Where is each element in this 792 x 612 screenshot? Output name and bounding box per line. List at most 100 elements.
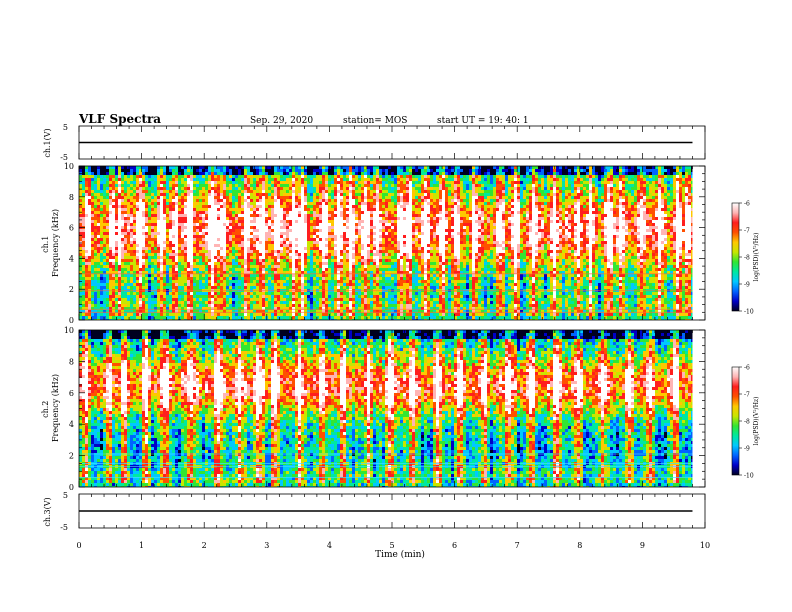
spectrogram-cell — [283, 232, 287, 236]
spectrogram-cell — [352, 199, 356, 203]
spectrogram-cell — [214, 208, 218, 212]
spectrogram-cell — [124, 283, 128, 287]
spectrogram-cell — [229, 244, 233, 248]
spectrogram-cell — [106, 178, 110, 182]
spectrogram-cell — [196, 277, 200, 281]
spectrogram-cell — [85, 271, 89, 275]
spectrogram-cell — [301, 214, 305, 218]
spectrogram-cell — [250, 235, 254, 239]
spectrogram-cell — [157, 175, 161, 179]
spectrogram-cell — [115, 226, 119, 230]
spectrogram-cell — [157, 205, 161, 209]
spectrogram-cell — [331, 286, 335, 290]
spectrogram-cell — [277, 220, 281, 224]
spectrogram-cell — [343, 178, 347, 182]
spectrogram-cell — [295, 298, 299, 302]
spectrogram-cell — [109, 184, 113, 188]
spectrogram-cell — [340, 169, 344, 173]
spectrogram-cell — [91, 208, 95, 212]
spectrogram-cell — [316, 211, 320, 215]
spectrogram-cell — [286, 286, 290, 290]
spectrogram-cell — [79, 232, 83, 236]
spectrogram-cell — [205, 208, 209, 212]
spectrogram-cell — [214, 199, 218, 203]
spectrogram-cell — [133, 169, 137, 173]
spectrogram-cell — [88, 178, 92, 182]
spectrogram-cell — [157, 259, 161, 263]
spectrogram-cell — [232, 184, 236, 188]
spectrogram-cell — [133, 190, 137, 194]
spectrogram-cell — [91, 292, 95, 296]
spectrogram-cell — [139, 292, 143, 296]
spectrogram-cell — [142, 220, 146, 224]
spectrogram-cell — [223, 301, 227, 305]
spectrogram-cell — [196, 211, 200, 215]
spectrogram-cell — [277, 181, 281, 185]
spectrogram-cell — [295, 319, 299, 320]
spectrogram-cell — [142, 253, 146, 257]
spectrogram-cell — [217, 277, 221, 281]
spectrogram-cell — [199, 235, 203, 239]
spectrogram-cell — [196, 247, 200, 251]
spectrogram-cell — [322, 217, 326, 221]
spectrogram-cell — [298, 208, 302, 212]
spectrogram-cell — [100, 256, 104, 260]
spectrogram-cell — [160, 268, 164, 272]
spectrogram-cell — [286, 250, 290, 254]
spectrogram-cell — [232, 244, 236, 248]
spectrogram-cell — [313, 253, 317, 257]
spectrogram-cell — [343, 229, 347, 233]
spectrogram-cell — [238, 196, 242, 200]
spectrogram-cell — [223, 241, 227, 245]
spectrogram-cell — [352, 187, 356, 191]
spectrogram-cell — [286, 172, 290, 176]
spectrogram-cell — [220, 283, 224, 287]
spectrogram-cell — [337, 205, 341, 209]
spectrogram-cell — [181, 274, 185, 278]
spectrogram-cell — [133, 208, 137, 212]
spectrogram-cell — [178, 166, 182, 170]
spectrogram-cell — [205, 226, 209, 230]
spectrogram-cell — [295, 175, 299, 179]
spectrogram-cell — [217, 259, 221, 263]
ch1-waveform-ylabel: ch.1(V) — [43, 128, 52, 157]
spectrogram-cell — [274, 286, 278, 290]
spectrogram-cell — [253, 172, 257, 176]
spectrogram-cell — [250, 241, 254, 245]
spectrogram-cell — [319, 214, 323, 218]
spectrogram-cell — [274, 172, 278, 176]
spectrogram-cell — [307, 319, 311, 320]
spectrogram-cell — [163, 217, 167, 221]
spectrogram-cell — [211, 187, 215, 191]
spectrogram-cell — [184, 265, 188, 269]
spectrogram-cell — [190, 187, 194, 191]
spectrogram-cell — [316, 253, 320, 257]
spectrogram-cell — [349, 265, 353, 269]
spectrogram-cell — [289, 202, 293, 206]
spectrogram-cell — [259, 208, 263, 212]
spectrogram-cell — [151, 196, 155, 200]
spectrogram-cell — [349, 277, 353, 281]
spectrogram-cell — [280, 310, 284, 314]
spectrogram-cell — [142, 232, 146, 236]
spectrogram-cell — [268, 241, 272, 245]
spectrogram-cell — [97, 301, 101, 305]
spectrogram-cell — [223, 184, 227, 188]
spectrogram-cell — [148, 229, 152, 233]
spectrogram-cell — [244, 274, 248, 278]
spectrogram-cell — [319, 298, 323, 302]
spectrogram-cell — [196, 172, 200, 176]
spectrogram-cell — [175, 238, 179, 242]
spectrogram-cell — [109, 190, 113, 194]
spectrogram-cell — [112, 172, 116, 176]
spectrogram-cell — [232, 226, 236, 230]
spectrogram-cell — [247, 250, 251, 254]
spectrogram-cell — [91, 205, 95, 209]
spectrogram-cell — [103, 277, 107, 281]
spectrogram-cell — [286, 259, 290, 263]
spectrogram-cell — [169, 184, 173, 188]
spectrogram-cell — [196, 223, 200, 227]
spectrogram-cell — [130, 187, 134, 191]
spectrogram-cell — [247, 184, 251, 188]
spectrogram-cell — [103, 196, 107, 200]
